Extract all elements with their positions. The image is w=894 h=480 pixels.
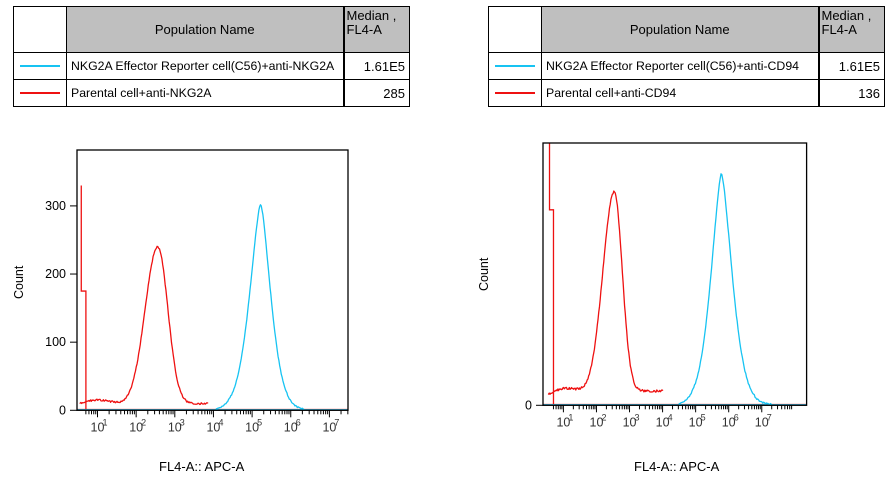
svg-text:1: 1 <box>102 417 107 427</box>
svg-text:4: 4 <box>218 417 223 427</box>
svg-text:4: 4 <box>667 412 672 422</box>
svg-text:300: 300 <box>45 198 66 212</box>
svg-text:7: 7 <box>334 417 339 427</box>
svg-text:100: 100 <box>45 335 66 349</box>
svg-text:3: 3 <box>180 417 185 427</box>
svg-text:2: 2 <box>601 412 606 422</box>
svg-text:200: 200 <box>45 267 66 281</box>
svg-text:6: 6 <box>296 417 301 427</box>
svg-text:3: 3 <box>634 412 639 422</box>
svg-text:0: 0 <box>525 398 532 412</box>
svg-text:5: 5 <box>700 412 705 422</box>
svg-text:0: 0 <box>59 403 66 417</box>
svg-text:2: 2 <box>141 417 146 427</box>
svg-text:5: 5 <box>257 417 262 427</box>
svg-text:6: 6 <box>733 412 738 422</box>
svg-text:7: 7 <box>766 412 771 422</box>
svg-text:1: 1 <box>568 412 573 422</box>
